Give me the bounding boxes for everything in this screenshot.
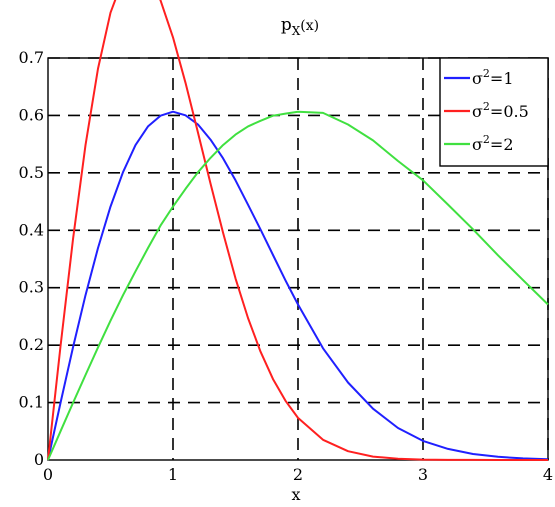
y-tick-label: 0.7 [19,48,44,67]
chart-title-main: p [281,15,292,35]
x-tick-label: 0 [43,465,53,484]
y-tick-label: 0.2 [19,335,44,354]
series-layer [47,0,549,461]
y-tick-label: 0.1 [19,393,44,412]
legend-entry: σ2=0.5 [472,100,529,121]
x-tick-label: 2 [293,465,303,484]
y-tick-label: 0.6 [19,105,44,124]
y-tick-label: 0 [34,450,44,469]
x-tick-label: 3 [418,465,428,484]
y-tick-label: 0.5 [19,163,44,182]
legend-entry: σ2=2 [472,133,514,154]
x-tick-labels: 0 1 2 3 4 [43,465,553,484]
y-tick-label: 0.3 [19,278,44,297]
chart-title-arg: (x) [300,18,319,34]
series-line-1 [47,110,549,461]
chart-title-sub: X [292,24,301,38]
x-tick-label: 1 [168,465,178,484]
legend: σ2=1 σ2=0.5 σ2=2 [439,57,549,167]
grid [48,57,549,460]
x-axis-label: x [291,485,300,504]
y-tick-labels: 0 0.1 0.2 0.3 0.4 0.5 0.6 0.7 [19,48,44,469]
plot-border [47,57,549,461]
series-line-2 [47,0,548,461]
legend-entry: σ2=1 [472,67,514,88]
y-tick-label: 0.4 [19,220,44,239]
plot-frame [47,57,549,461]
chart-title: pX(x) [281,15,319,38]
x-tick-label: 4 [543,465,553,484]
series-line-3 [47,110,549,461]
